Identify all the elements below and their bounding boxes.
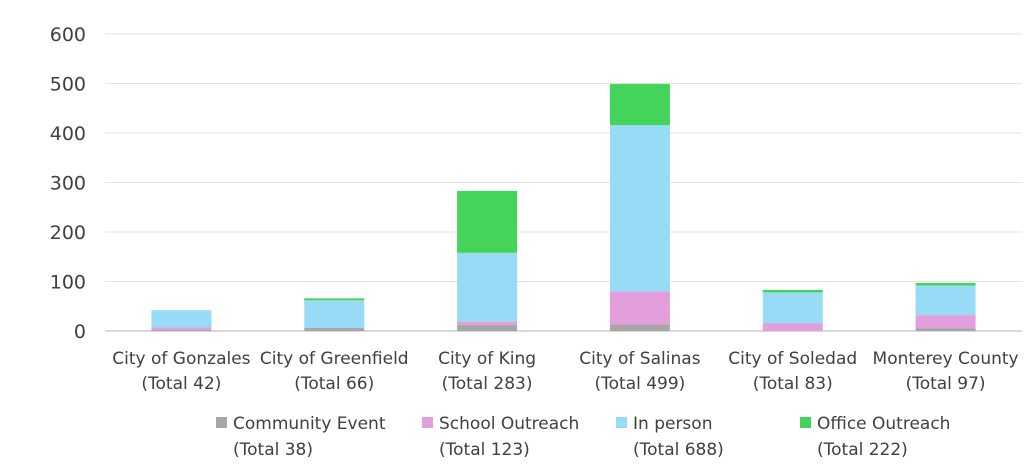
x-tick-label: City of Gonzales — [112, 349, 250, 369]
legend-total-label: (Total 38) — [233, 440, 313, 460]
bar-segment — [457, 325, 518, 331]
bar-segment — [762, 292, 823, 324]
x-tick-total-label: (Total 283) — [442, 374, 533, 394]
legend-swatch — [800, 417, 811, 428]
legend-label: Community Event — [233, 414, 386, 434]
x-tick-label: City of Soledad — [728, 349, 857, 369]
y-tick-label: 200 — [50, 222, 86, 244]
bar-segment — [151, 310, 212, 328]
bar-segment — [762, 323, 823, 331]
x-tick-label: City of Greenfield — [260, 349, 409, 369]
bar-segment — [151, 327, 212, 331]
bar-segment — [609, 83, 670, 126]
y-tick-label: 100 — [50, 272, 86, 294]
x-tick-total-label: (Total 42) — [141, 374, 221, 394]
y-tick-label: 500 — [50, 74, 86, 96]
bar-segment — [304, 298, 365, 301]
y-tick-label: 300 — [50, 173, 86, 195]
x-tick-total-label: (Total 97) — [906, 374, 986, 394]
x-tick-label: City of Salinas — [579, 349, 700, 369]
bar-segment — [457, 190, 518, 253]
bar-segment — [304, 300, 365, 329]
bar-segment — [457, 321, 518, 326]
bar-segment — [304, 328, 365, 331]
legend-label: In person — [633, 414, 712, 434]
bar-segment — [915, 282, 976, 286]
y-tick-label: 600 — [50, 24, 86, 46]
bar-segment — [915, 285, 976, 316]
y-tick-label: 400 — [50, 123, 86, 145]
legend-label: Office Outreach — [817, 414, 950, 434]
x-tick-total-label: (Total 499) — [595, 374, 686, 394]
bar-segment — [609, 324, 670, 331]
bar-segment — [915, 315, 976, 329]
bar-segment — [609, 291, 670, 325]
legend-total-label: (Total 688) — [633, 440, 724, 460]
x-tick-label: Monterey County — [873, 349, 1019, 369]
bar-segment — [151, 330, 212, 331]
legend-total-label: (Total 123) — [439, 440, 530, 460]
x-tick-label: City of King — [438, 349, 536, 369]
bar-segment — [609, 125, 670, 292]
legend-swatch — [422, 417, 433, 428]
bar-segment — [762, 289, 823, 293]
y-tick-label: 0 — [74, 321, 86, 343]
bar-segment — [457, 252, 518, 322]
legend-total-label: (Total 222) — [817, 440, 908, 460]
legend-swatch — [216, 417, 227, 428]
bar-segment — [915, 328, 976, 331]
legend-swatch — [616, 417, 627, 428]
legend-label: School Outreach — [439, 414, 579, 434]
x-tick-total-label: (Total 66) — [294, 374, 374, 394]
x-tick-total-label: (Total 83) — [753, 374, 833, 394]
